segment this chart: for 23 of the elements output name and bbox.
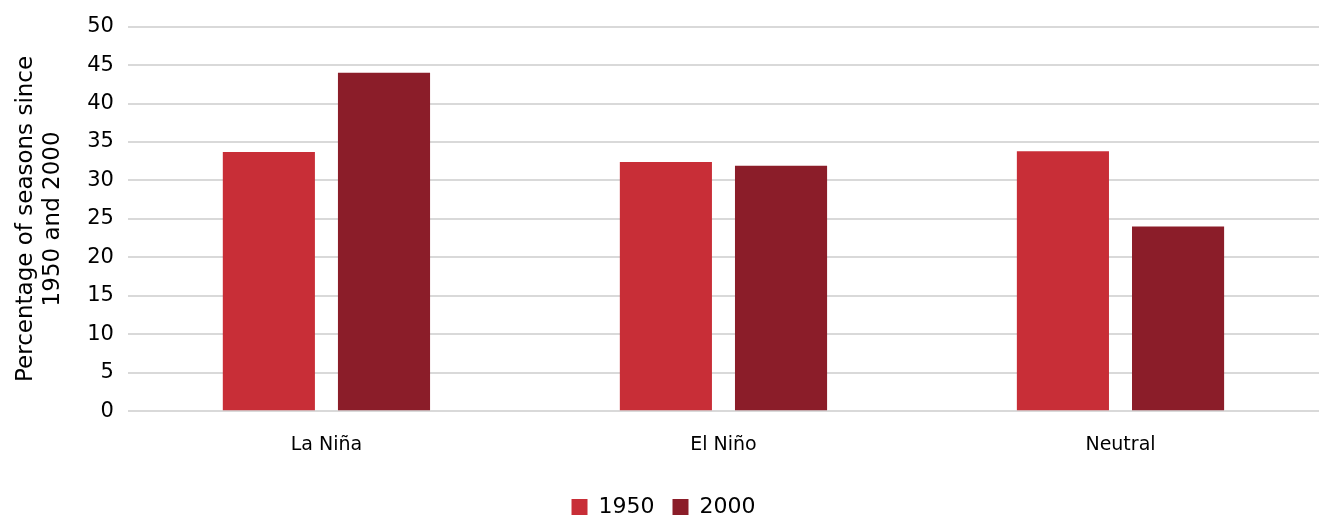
y-tick-label: 10	[87, 320, 114, 345]
bar	[337, 72, 431, 411]
y-tick-label: 5	[100, 359, 114, 384]
y-tick-label: 50	[87, 13, 114, 38]
x-tick-label: El Niño	[690, 431, 757, 454]
bar	[1132, 226, 1225, 411]
y-tick-label: 0	[100, 397, 114, 422]
legend-label: 2000	[699, 492, 756, 518]
y-tick-label: 30	[87, 166, 114, 191]
y-axis-title: Percentage of seasons since 1950 and 2000	[10, 55, 65, 382]
y-tick-label: 40	[87, 89, 114, 114]
y-tick-label: 35	[87, 128, 114, 153]
bar	[222, 151, 315, 411]
y-tick-label: 25	[87, 205, 114, 230]
bar	[1016, 151, 1109, 411]
y-tick-label: 15	[87, 282, 114, 307]
legend-label: 1950	[598, 492, 655, 518]
x-tick-label: Neutral	[1085, 431, 1156, 454]
bar	[734, 165, 828, 411]
bar	[619, 161, 712, 411]
y-tick-label: 45	[87, 51, 114, 76]
x-tick-label: La Niña	[290, 431, 363, 454]
y-tick-label: 20	[87, 243, 114, 268]
